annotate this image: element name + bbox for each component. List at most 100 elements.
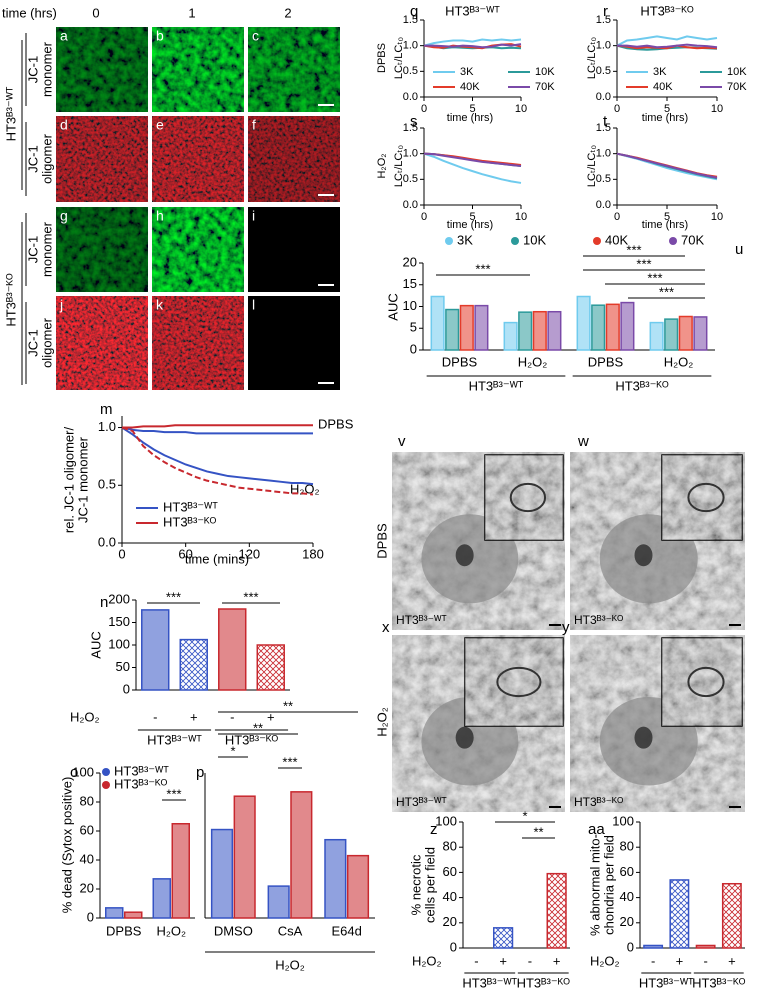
data-line: [616, 35, 718, 47]
group-label: HT3ᴮ³⁻ᵂᵀ: [462, 975, 517, 990]
em-genotype: HT3ᴮ³⁻ᴷᴼ: [574, 795, 623, 809]
y-tick-label: 20: [80, 880, 94, 895]
x-tick-label: 10: [711, 103, 723, 115]
image-letter: a: [60, 28, 68, 44]
image-letter: f: [252, 117, 256, 133]
inset-texture: [662, 638, 742, 726]
y-tick-label: 0.0: [403, 199, 418, 211]
significance-label: **: [283, 698, 293, 713]
treatment-label: H₂O₂: [70, 709, 100, 724]
bar: [124, 911, 143, 919]
bar: [430, 295, 445, 351]
significance-label: **: [253, 720, 263, 735]
legend-label: 10K: [523, 232, 546, 247]
x-axis-label: time (hrs): [447, 219, 493, 231]
inset-texture: [465, 638, 563, 726]
mitochondrion: [687, 482, 725, 513]
x-tick-label: 60: [178, 546, 192, 561]
treatment-label: H₂O₂: [412, 953, 442, 968]
y-tick-label: 20: [443, 914, 457, 929]
x-tick-label: 10: [515, 103, 527, 115]
bar: [171, 823, 190, 919]
y-tick-label: 0.5: [98, 477, 116, 492]
y-axis-label: LCₜ/LCₜ₀: [393, 37, 405, 79]
panel-letter: o: [70, 764, 78, 781]
condition-label: H₂O₂: [374, 707, 389, 737]
significance-label: ***: [243, 589, 258, 604]
y-axis-label: JC-1 monomer: [75, 436, 90, 523]
y-tick-label: 1.0: [403, 40, 418, 52]
micrograph: [56, 116, 148, 202]
x-tick-label: +: [190, 709, 198, 724]
y-tick-label: 0.0: [596, 91, 611, 103]
x-tick-label: 0: [118, 546, 125, 561]
panel-letter: aa: [588, 821, 605, 838]
legend-label: 70K: [681, 232, 704, 247]
bar: [649, 321, 664, 351]
nucleolus: [634, 544, 653, 567]
x-tick-label: +: [728, 953, 736, 968]
bar: [493, 927, 514, 949]
legend-label: 3K: [457, 232, 473, 247]
x-tick-label: H₂O₂: [156, 923, 186, 938]
nucleolus: [455, 726, 474, 749]
panel-letter: n: [100, 594, 108, 611]
x-tick-label: -: [153, 709, 157, 724]
x-tick-label: 180: [302, 546, 324, 561]
genotype-label: HT3ᴮ³⁻ᵂᵀ: [3, 86, 18, 141]
y-tick-label: 5: [410, 320, 417, 335]
x-tick-label: 10: [515, 211, 527, 223]
micrograph: [152, 296, 244, 390]
data-line: [423, 152, 522, 167]
x-tick-label: 5: [664, 103, 670, 115]
y-axis-label: LCₜ/LCₜ₀: [393, 145, 405, 187]
em-genotype: HT3ᴮ³⁻ᵂᵀ: [396, 613, 447, 627]
time-label: time (hrs): [2, 5, 57, 20]
x-tick-label: +: [267, 709, 275, 724]
y-axis-label: chondria per field: [601, 835, 616, 935]
x-tick-label: 0: [614, 211, 620, 223]
legend-label: 3K: [653, 66, 667, 78]
legend-label: 70K: [535, 81, 555, 93]
y-tick-label: 0.5: [596, 65, 611, 77]
legend-label: 10K: [727, 66, 747, 78]
stain-label: JC-1: [25, 145, 40, 172]
y-axis-label: LCₜ/LCₜ₀: [586, 145, 598, 187]
micrograph: [248, 27, 340, 112]
y-axis-label: % dead (Sytox positive): [59, 777, 74, 914]
x-tick-label: DPBS: [588, 354, 624, 369]
data-line: [423, 38, 522, 47]
y-tick-label: 60: [620, 864, 634, 879]
y-tick-label: 1.5: [403, 14, 418, 26]
bar: [233, 795, 256, 919]
micrograph: [56, 27, 148, 112]
x-tick-label: -: [230, 709, 234, 724]
y-tick-label: 0: [123, 681, 130, 696]
nucleolus: [634, 726, 653, 749]
bar: [179, 638, 208, 691]
panel-letter: t: [603, 113, 608, 130]
y-tick-label: 1.5: [596, 14, 611, 26]
mitochondrion: [496, 666, 542, 698]
y-tick-label: 1.5: [403, 122, 418, 134]
bar: [503, 321, 518, 351]
group-label: HT3ᴮ³⁻ᵂᵀ: [639, 975, 694, 990]
legend-label: 40K: [460, 81, 480, 93]
time-point: 2: [284, 5, 291, 20]
legend-label: 70K: [727, 81, 747, 93]
condition-label: DPBS: [374, 523, 389, 559]
x-tick-label: DPBS: [106, 923, 142, 938]
genotype-label: HT3ᴮ³⁻ᴷᴼ: [3, 273, 18, 327]
significance-label: ***: [647, 270, 662, 285]
y-tick-label: 40: [620, 889, 634, 904]
bar: [518, 311, 533, 351]
bar: [664, 318, 679, 351]
bar: [267, 885, 290, 919]
panel-letter: y: [562, 619, 570, 636]
y-tick-label: 1.5: [596, 122, 611, 134]
data-line: [121, 426, 314, 486]
legend-swatch: [511, 237, 519, 245]
x-axis-label: time (hrs): [642, 112, 688, 124]
y-axis-label: AUC: [385, 293, 400, 320]
